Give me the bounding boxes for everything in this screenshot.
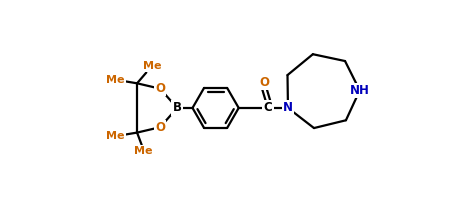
- Text: NH: NH: [350, 84, 370, 97]
- Text: B: B: [173, 101, 182, 114]
- Text: Me: Me: [143, 61, 162, 71]
- Text: Me: Me: [134, 146, 153, 156]
- Text: Me: Me: [106, 75, 125, 85]
- Text: C: C: [264, 101, 272, 114]
- Text: N: N: [283, 101, 293, 114]
- Text: O: O: [155, 121, 165, 134]
- Text: O: O: [155, 82, 165, 95]
- Text: Me: Me: [106, 131, 125, 141]
- Text: O: O: [259, 76, 269, 89]
